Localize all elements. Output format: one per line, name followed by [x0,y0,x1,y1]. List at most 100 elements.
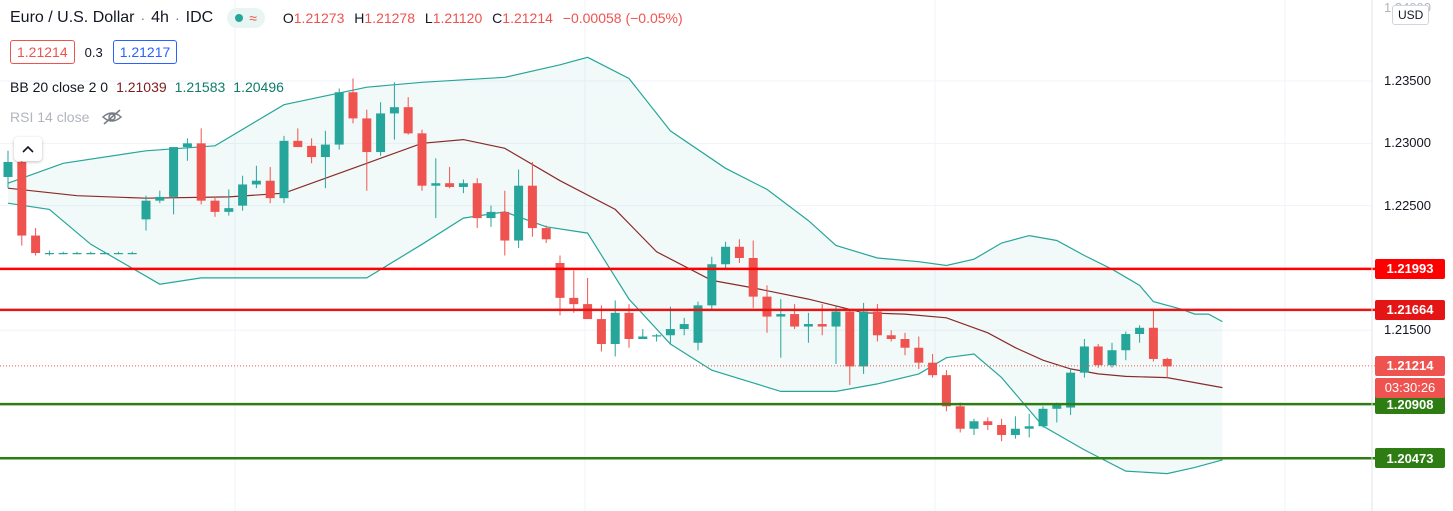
y-tick-label: 1.23500 [1384,73,1431,88]
candle [279,135,289,204]
candle-body [141,200,151,220]
candle [320,130,330,189]
candle [127,251,137,255]
last-price-tag[interactable]: 1.21214 [1375,355,1445,376]
candle-body [500,211,510,241]
candle [238,175,248,211]
candle-body [886,335,896,340]
candle [1066,368,1076,416]
candle-body [1010,428,1020,435]
candle [831,306,841,364]
level-price-tag[interactable]: 1.20908 [1375,394,1445,415]
candle-body [320,144,330,158]
eye-hidden-icon[interactable] [101,109,123,125]
candle [1038,406,1048,428]
spread-value: 0.3 [84,44,103,60]
candle-body [127,253,137,255]
candle-body [1148,327,1158,359]
candle [348,78,358,124]
candle-body [389,107,399,114]
y-tick-label: 1.21500 [1384,322,1431,338]
candle-body [86,253,96,255]
rsi-indicator-legend[interactable]: RSI 14 close [10,109,123,125]
candle-body [1107,350,1117,366]
candle [845,310,855,386]
candle [17,155,27,246]
candle [652,334,662,342]
candle-body [1038,408,1048,427]
bb-indicator-legend[interactable]: BB 20 close 2 0 1.21039 1.21583 1.20496 [10,79,284,95]
candle [141,195,151,231]
candle-body [1121,334,1131,351]
candle-body [679,324,689,330]
candle-body [417,133,427,186]
currency-label[interactable]: USD [1392,5,1430,25]
collapse-legend-button[interactable] [14,137,42,161]
candle [969,418,979,435]
candle-body [693,305,703,343]
candle-body [914,347,924,363]
ohlc-values: O1.21273 H1.21278 L1.21120 C1.21214 −0.0… [283,10,683,26]
candle-body [624,312,634,340]
market-status-pill[interactable]: ≈ [227,8,265,28]
candle-body [17,162,27,236]
candle-body [458,183,468,187]
candle-body [969,421,979,429]
candle-body [1024,426,1034,429]
candle-body [3,162,13,177]
candle-body [583,304,593,320]
candle-body [541,228,551,240]
candle-body [334,92,344,145]
candle [113,251,123,255]
candle-body [734,246,744,258]
candle [224,189,234,216]
separator: · [174,10,180,26]
approx-icon: ≈ [249,10,257,26]
candle [638,329,648,340]
candle-body [997,425,1007,435]
candle-body [31,235,41,254]
candle-body [845,311,855,367]
candle-body [251,180,261,185]
candle-body [983,421,993,426]
candle [376,102,386,156]
candle [1135,325,1145,343]
candle [251,165,261,189]
candle [389,82,399,140]
level-price-tag[interactable]: 1.20473 [1375,448,1445,469]
candle-body [928,362,938,376]
candle [100,251,110,255]
candle-body [376,113,386,153]
candle [859,302,869,374]
candle-body [265,180,275,199]
low-label: L [424,10,433,26]
candle-body [100,253,110,255]
candle [86,251,96,255]
candle [307,138,317,164]
candle-body [113,253,123,255]
candle [997,418,1007,442]
candle [417,129,427,191]
candle-body [790,314,800,327]
bollinger-upper-line [7,56,1223,323]
sell-price-button[interactable]: 1.21214 [10,40,75,64]
candle-body [362,118,372,153]
candle-body [527,185,537,229]
candle [555,255,565,316]
candle-body [182,143,192,148]
candle [1052,402,1062,423]
candle [748,240,758,308]
buy-price-button[interactable]: 1.21217 [112,40,178,64]
symbol-name[interactable]: Euro / U.S. Dollar [10,9,135,26]
bb-lower-value: 1.20496 [233,79,284,95]
level-price-tag[interactable]: 1.21993 [1375,258,1445,279]
candle [665,306,675,344]
interval[interactable]: 4h [151,9,169,26]
candle-body [472,183,482,219]
level-price-tag[interactable]: 1.21664 [1375,299,1445,320]
bar-countdown-tag[interactable]: 03:30:26 [1375,377,1445,398]
close-label: C [492,10,503,26]
quote-row: 1.21214 0.3 1.21217 [10,40,178,64]
candle-body [169,147,179,197]
